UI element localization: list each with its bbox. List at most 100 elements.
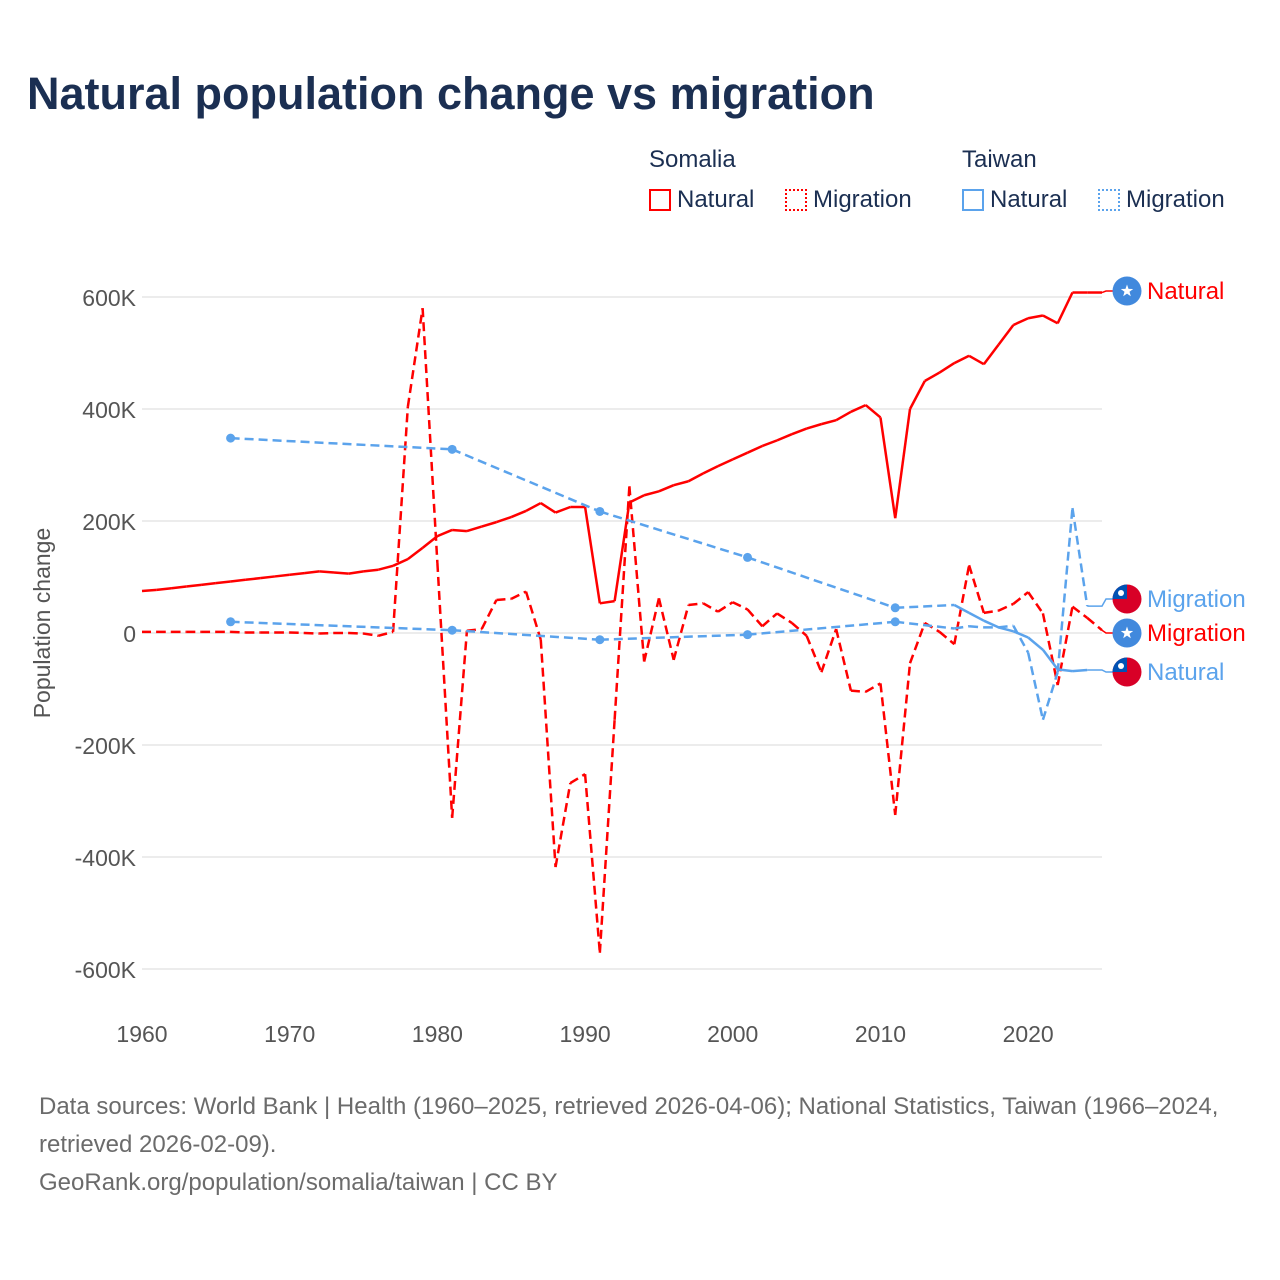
series-segment [1057, 668, 1073, 673]
series-segment [893, 663, 912, 816]
series-segment [452, 628, 600, 641]
data-sources: Data sources: World Bank | Health (1960–… [39, 1093, 1219, 1158]
series-segment [186, 583, 202, 588]
x-tick-label: 1970 [264, 1021, 315, 1047]
series-segment [865, 682, 882, 693]
legend-somalia-natural[interactable]: Natural [649, 186, 754, 214]
sun-icon [1118, 663, 1124, 669]
y-tick-label: -200K [75, 733, 137, 759]
series-segment [466, 525, 483, 533]
series-segment [820, 628, 838, 673]
series-segment [967, 564, 986, 614]
series-segment [879, 683, 897, 816]
series-segment [1027, 314, 1044, 320]
series-segment [968, 354, 985, 366]
series-segment [702, 464, 719, 475]
somalia-flag-icon [1112, 276, 1142, 306]
series-segment [392, 557, 409, 567]
series-segment [510, 590, 527, 600]
legend-taiwan-migration[interactable]: Migration [1098, 186, 1225, 214]
y-tick-label: 400K [82, 397, 136, 423]
series-segment [1086, 616, 1103, 632]
series-segment [200, 581, 216, 587]
series-segment [363, 632, 379, 638]
series-segment [436, 562, 454, 818]
legend-taiwan-natural[interactable]: Natural [962, 186, 1067, 214]
sun-icon [1118, 590, 1124, 596]
label-connector [1101, 290, 1113, 294]
series-segment [599, 510, 748, 559]
series-taiwan-migration [226, 507, 1089, 721]
series-segment [1056, 291, 1074, 324]
series-segment [348, 570, 364, 575]
series-segment [599, 599, 615, 605]
series-segment [1056, 606, 1074, 686]
series-segment [377, 630, 394, 638]
series-segment [643, 490, 660, 497]
series-segment [805, 635, 823, 673]
series-segment [776, 612, 793, 624]
series-segment [776, 433, 793, 442]
series-segment [746, 608, 764, 628]
series-segment [333, 571, 349, 575]
series-segment [215, 580, 231, 585]
series-segment [1071, 507, 1089, 607]
series-segment [1026, 652, 1045, 721]
legend-swatch-solid [649, 189, 671, 211]
credit-link[interactable]: GeoRank.org/population/somalia/taiwan | … [39, 1169, 558, 1196]
series-segment [583, 774, 602, 953]
series-segment [452, 528, 468, 533]
legend-swatch-dotted [1098, 189, 1120, 211]
x-tick-label: 1980 [412, 1021, 463, 1047]
legend-label: Migration [1126, 186, 1225, 213]
series-segment [1056, 508, 1074, 673]
series-segment [274, 573, 290, 578]
legend-label: Natural [677, 186, 755, 213]
series-segment [672, 604, 690, 661]
y-tick-label: 600K [82, 285, 136, 311]
series-segment [1012, 625, 1030, 654]
series-segment [954, 625, 970, 630]
series-segment [407, 546, 424, 561]
series-segment [687, 472, 704, 483]
series-segment [260, 575, 276, 580]
taiwan-flag-icon [1112, 584, 1142, 614]
series-segment [747, 556, 896, 609]
series-segment [997, 324, 1015, 346]
series-segment [406, 308, 424, 407]
series-segment [230, 578, 246, 583]
series-segment [480, 599, 498, 630]
taiwan-flag-icon [1112, 657, 1142, 687]
series-segment [230, 436, 453, 451]
legend-label: Migration [813, 186, 912, 213]
series-segment [319, 631, 335, 635]
data-point [743, 630, 753, 640]
series-segment [983, 609, 999, 615]
y-tick-label: 0 [123, 621, 136, 647]
series-segment [496, 515, 512, 524]
series-segment [791, 621, 808, 637]
series-segment [141, 588, 157, 593]
series-segment [1071, 605, 1088, 619]
data-point [226, 433, 236, 443]
series-somalia-natural [141, 291, 1102, 605]
series-somalia-migration [142, 308, 1103, 953]
series-segment [702, 602, 719, 613]
legend-somalia-migration[interactable]: Migration [785, 186, 912, 214]
series-segment [835, 410, 852, 422]
series-segment [938, 362, 955, 374]
end-label: Natural [1147, 659, 1224, 686]
y-tick-label: -600K [75, 957, 137, 983]
series-segment [391, 406, 410, 632]
series-segment [850, 689, 866, 694]
series-segment [555, 505, 571, 514]
series-segment [747, 620, 896, 636]
x-tick-label: 2000 [707, 1021, 758, 1047]
series-segment [436, 528, 453, 538]
data-point [743, 552, 753, 562]
series-segment [968, 625, 984, 629]
series-segment [982, 343, 1000, 365]
data-point [447, 625, 457, 635]
